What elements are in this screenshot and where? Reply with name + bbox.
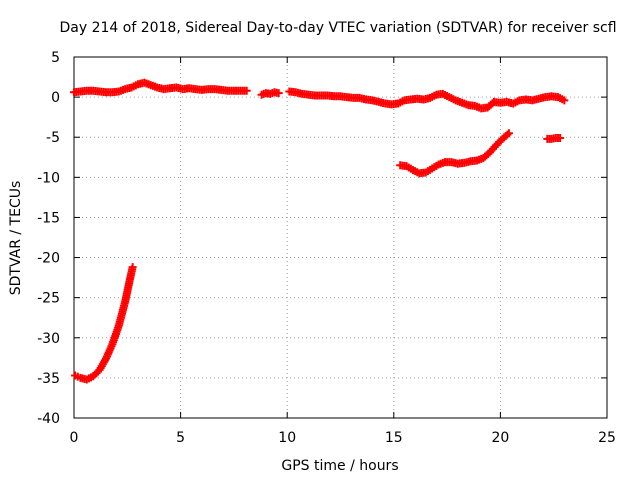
y-tick-label: -40 <box>37 411 60 427</box>
y-tick-label: 5 <box>51 50 60 66</box>
y-tick-label: -30 <box>37 331 60 347</box>
y-tick-label: -25 <box>37 291 60 307</box>
series-negative-branch <box>396 129 513 178</box>
y-tick-label: -35 <box>37 371 60 387</box>
series-steep-segment <box>71 263 137 384</box>
x-tick-labels: 0 5 10 15 20 25 <box>70 430 616 446</box>
x-tick-label: 10 <box>278 430 296 446</box>
series-short-segment <box>543 134 565 143</box>
data-marks <box>70 78 569 384</box>
x-axis-label: GPS time / hours <box>281 458 398 474</box>
y-tick-label: -10 <box>37 170 60 186</box>
data-point <box>504 129 513 138</box>
y-tick-label: -5 <box>46 130 60 146</box>
grid <box>74 57 607 418</box>
data-point <box>242 86 251 95</box>
data-point <box>503 130 512 139</box>
y-tick-label: 0 <box>51 90 60 106</box>
y-tick-labels: 5 0 -5 -10 -15 -20 -25 -30 -35 -40 <box>37 50 60 427</box>
x-tick-label: 5 <box>176 430 185 446</box>
series-tail <box>285 87 569 113</box>
chart-title: Day 214 of 2018, Sidereal Day-to-day VTE… <box>59 20 616 36</box>
x-tick-label: 15 <box>385 430 403 446</box>
data-point <box>274 89 283 98</box>
data-point <box>560 96 569 105</box>
series-main <box>70 78 251 97</box>
x-tick-label: 25 <box>598 430 616 446</box>
data-point <box>556 134 565 143</box>
series-gap-cluster-9h <box>257 88 283 99</box>
x-tick-label: 0 <box>70 430 79 446</box>
y-axis-label: SDTVAR / TECUs <box>8 181 24 296</box>
plot-frame <box>73 56 608 419</box>
data-point <box>128 263 137 272</box>
y-tick-label: -15 <box>37 210 60 226</box>
x-tick-label: 20 <box>491 430 509 446</box>
axis-ticks <box>73 56 608 419</box>
y-tick-label: -20 <box>37 251 60 267</box>
